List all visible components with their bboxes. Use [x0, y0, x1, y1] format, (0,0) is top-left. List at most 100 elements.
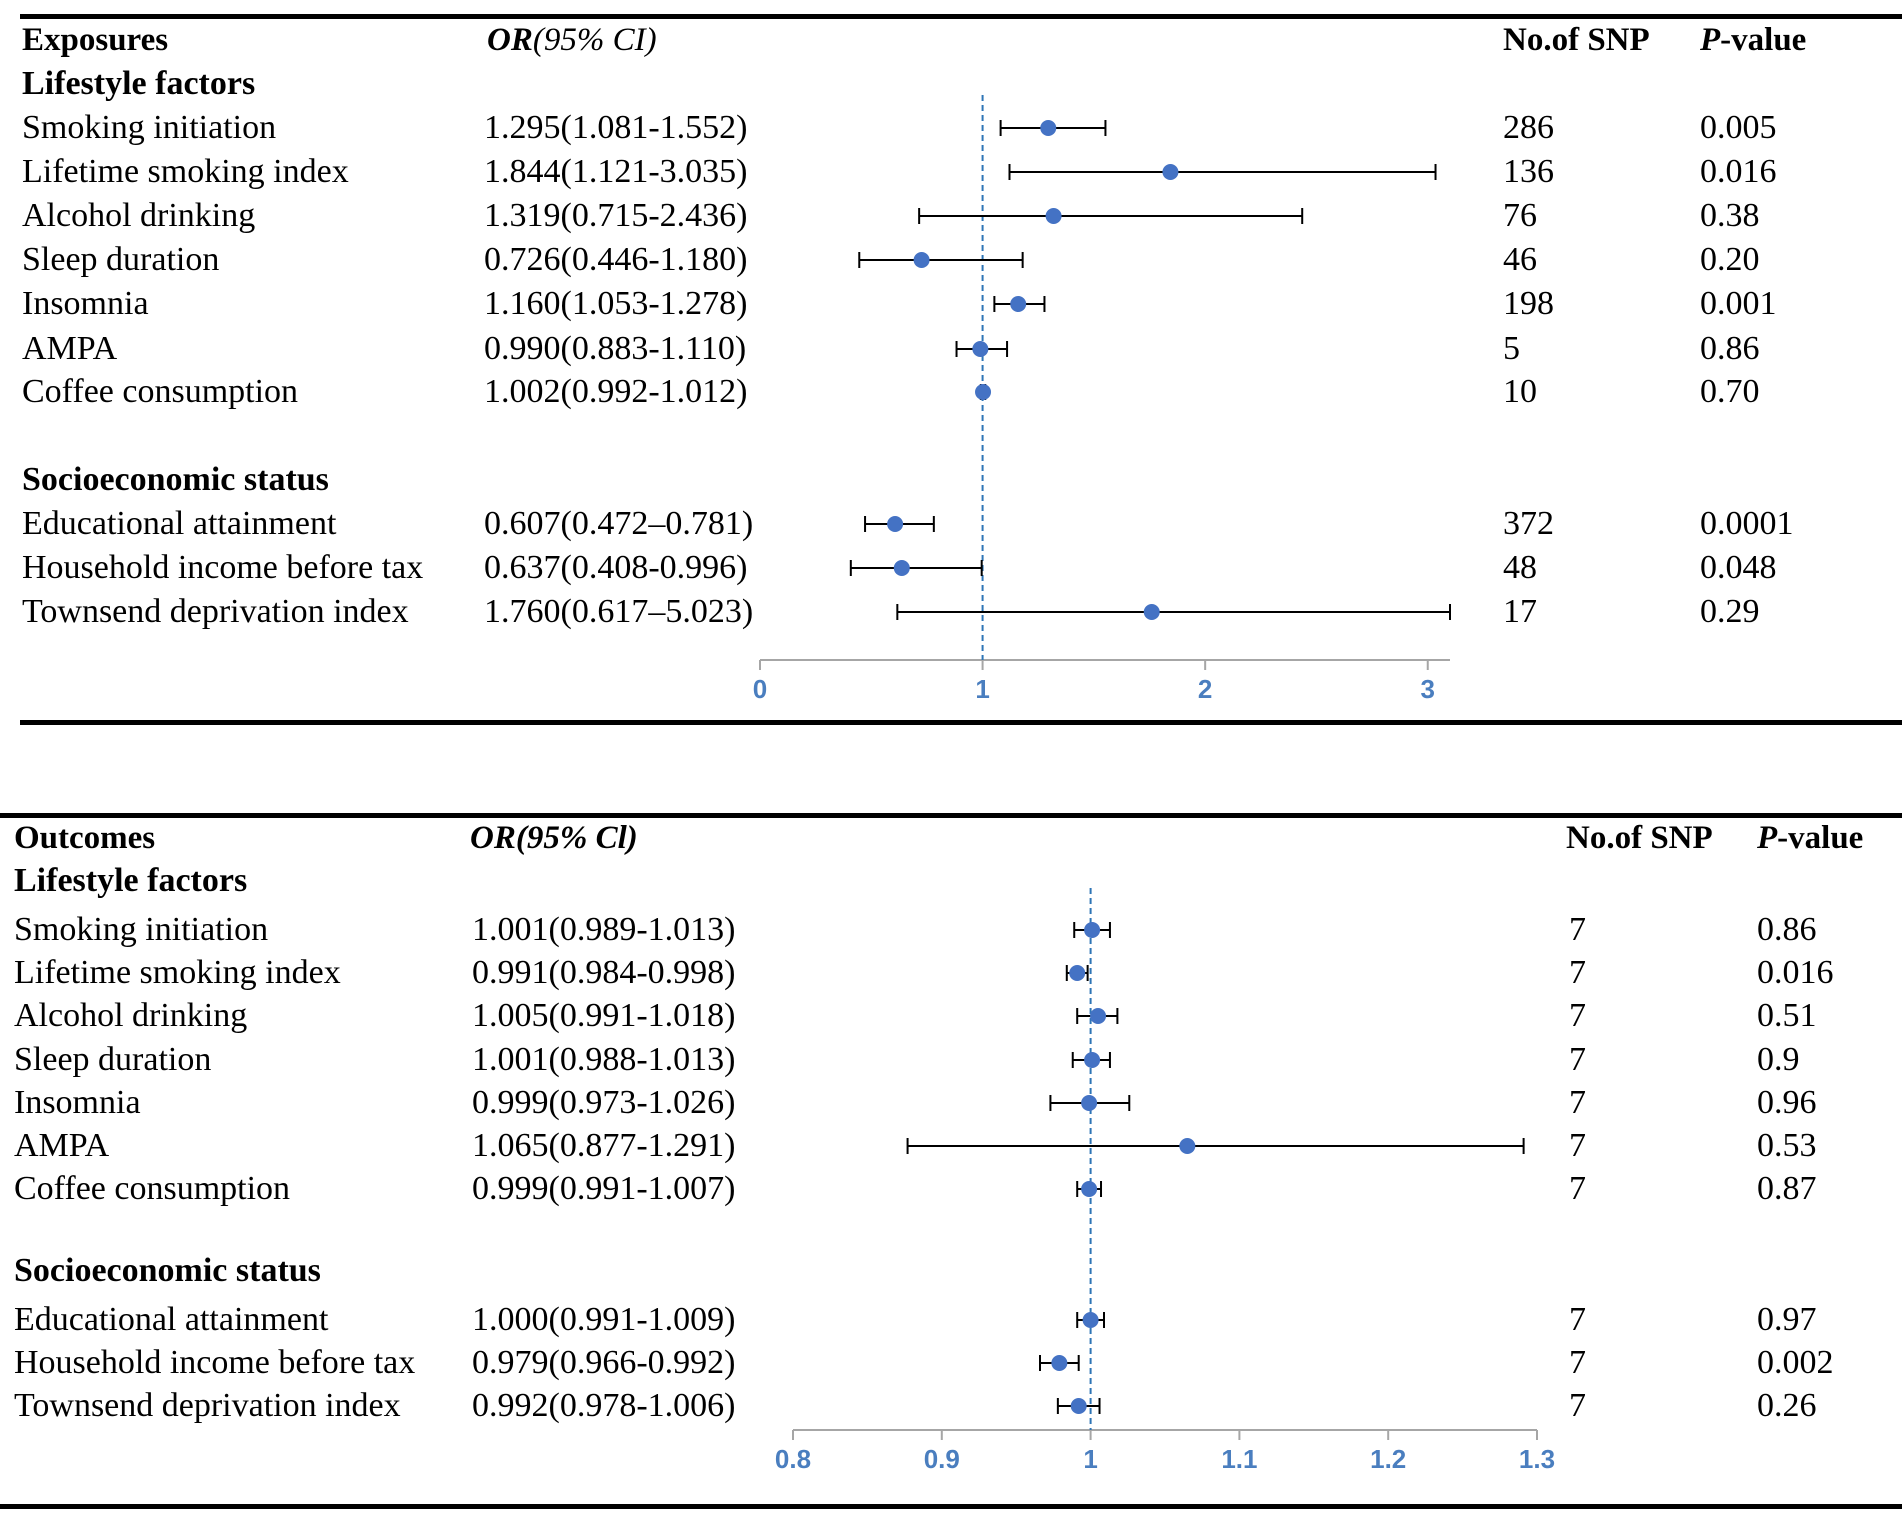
row-snp-count: 286 [1503, 109, 1554, 146]
estimate-point [975, 384, 992, 400]
outcomes-panel: Outcomes OR(95% Cl) No.of SNP P-value Li… [0, 800, 1902, 1521]
ci-label: (95% CI) [532, 22, 657, 58]
row-name: Townsend deprivation index [14, 1387, 401, 1424]
p-suffix: -value [1720, 22, 1807, 58]
estimate-point [893, 560, 910, 576]
forest-plot-outcomes: 0.8 0.9 1 1.1 1.2 1.3 [775, 888, 1555, 1474]
row-p-value: 0.97 [1757, 1301, 1817, 1338]
row-name: Household income before tax [14, 1344, 416, 1381]
ci-label: (95% Cl) [515, 820, 638, 856]
row-p-value: 0.87 [1757, 1170, 1817, 1207]
row-name: Insomnia [22, 285, 149, 322]
estimate-point [1090, 1008, 1107, 1024]
row-name: Smoking initiation [22, 109, 277, 146]
p-suffix: -value [1777, 820, 1864, 856]
forest-plot-exposures: 0 1 2 3 [753, 95, 1451, 704]
estimate-point [1069, 965, 1086, 981]
x-tick-label: 1 [1083, 1444, 1097, 1474]
section-socioeconomic-status: Socioeconomic status [22, 461, 329, 498]
ci-whisker [918, 208, 1304, 224]
estimate-point [1070, 1398, 1087, 1414]
row-or-ci: 1.001(0.989-1.013) [472, 911, 736, 948]
column-header-outcomes: Outcomes [14, 820, 156, 856]
row-snp-count: 7 [1569, 997, 1586, 1034]
row-or-ci: 1.295(1.081-1.552) [484, 109, 748, 146]
section-socioeconomic-status: Socioeconomic status [14, 1252, 321, 1289]
row-p-value: 0.96 [1757, 1084, 1817, 1121]
estimate-point [1081, 1181, 1098, 1197]
row-snp-count: 7 [1569, 1387, 1586, 1424]
estimate-point [1082, 1312, 1099, 1328]
row-or-ci: 1.844(1.121-3.035) [484, 153, 748, 190]
x-tick-label: 1.3 [1519, 1444, 1555, 1474]
x-tick-label: 3 [1421, 674, 1435, 704]
top-rule [20, 14, 1902, 19]
row-or-ci: 0.999(0.991-1.007) [472, 1170, 736, 1207]
row-name: Lifetime smoking index [22, 153, 349, 190]
row-or-ci: 0.637(0.408-0.996) [484, 549, 748, 586]
row-name: Insomnia [14, 1084, 141, 1121]
row-name: Townsend deprivation index [22, 593, 409, 630]
row-snp-count: 7 [1569, 954, 1586, 991]
or-label: OR [470, 820, 516, 856]
or-label: OR [487, 22, 533, 58]
row-or-ci: 0.992(0.978-1.006) [472, 1387, 736, 1424]
column-header-or: OR(95% CI) [487, 20, 657, 60]
row-snp-count: 76 [1503, 197, 1537, 234]
row-p-value: 0.86 [1757, 911, 1817, 948]
row-or-ci: 1.065(0.877-1.291) [472, 1127, 736, 1164]
row-name: Alcohol drinking [14, 997, 248, 1034]
p-label: P [1757, 820, 1778, 856]
x-tick-label: 0.8 [775, 1444, 811, 1474]
row-p-value: 0.53 [1757, 1127, 1817, 1164]
estimate-point [1084, 922, 1101, 938]
estimate-point [1162, 164, 1179, 180]
row-p-value: 0.002 [1757, 1344, 1834, 1381]
ci-whisker [906, 1138, 1525, 1154]
column-header-p-value: P-value [1700, 20, 1806, 60]
ci-whisker [1008, 164, 1437, 180]
row-snp-count: 48 [1503, 549, 1537, 586]
row-p-value: 0.51 [1757, 997, 1817, 1034]
row-or-ci: 1.319(0.715-2.436) [484, 197, 748, 234]
row-snp-count: 10 [1503, 373, 1537, 410]
row-snp-count: 5 [1503, 330, 1520, 367]
row-or-ci: 1.005(0.991-1.018) [472, 997, 736, 1034]
row-or-ci: 1.001(0.988-1.013) [472, 1041, 736, 1078]
row-or-ci: 0.979(0.966-0.992) [472, 1344, 736, 1381]
row-snp-count: 372 [1503, 505, 1554, 542]
row-or-ci: 0.990(0.883-1.110) [484, 330, 747, 367]
estimate-point [1179, 1138, 1196, 1154]
row-p-value: 0.86 [1700, 330, 1760, 367]
row-snp-count: 7 [1569, 1344, 1586, 1381]
row-name: Household income before tax [22, 549, 424, 586]
row-name: Educational attainment [22, 505, 337, 542]
row-name: AMPA [14, 1127, 110, 1164]
row-p-value: 0.0001 [1700, 505, 1794, 542]
p-label: P [1700, 22, 1721, 58]
row-or-ci: 0.607(0.472–0.781) [484, 505, 754, 542]
estimate-point [972, 341, 989, 357]
bottom-rule [0, 1504, 1902, 1509]
estimate-point [1051, 1355, 1068, 1371]
row-or-ci: 1.002(0.992-1.012) [484, 373, 748, 410]
ci-whisker [858, 252, 1024, 268]
x-tick-label: 1.1 [1221, 1444, 1257, 1474]
row-name: Coffee consumption [22, 373, 299, 410]
column-header-or: OR(95% Cl) [470, 818, 638, 858]
row-snp-count: 7 [1569, 1041, 1586, 1078]
row-name: AMPA [22, 330, 118, 367]
row-or-ci: 0.726(0.446-1.180) [484, 241, 748, 278]
row-name: Sleep duration [22, 241, 220, 278]
row-or-ci: 1.760(0.617–5.023) [484, 593, 754, 630]
row-snp-count: 7 [1569, 1084, 1586, 1121]
estimate-point [1143, 604, 1160, 620]
row-snp-count: 7 [1569, 1170, 1586, 1207]
row-snp-count: 17 [1503, 593, 1537, 630]
x-tick-label: 1.2 [1370, 1444, 1406, 1474]
estimate-point [1045, 208, 1062, 224]
estimate-point [1040, 120, 1057, 136]
row-snp-count: 7 [1569, 1127, 1586, 1164]
exposures-panel: Exposures OR(95% CI) No.of SNP P-value L… [0, 0, 1902, 740]
row-p-value: 0.29 [1700, 593, 1760, 630]
